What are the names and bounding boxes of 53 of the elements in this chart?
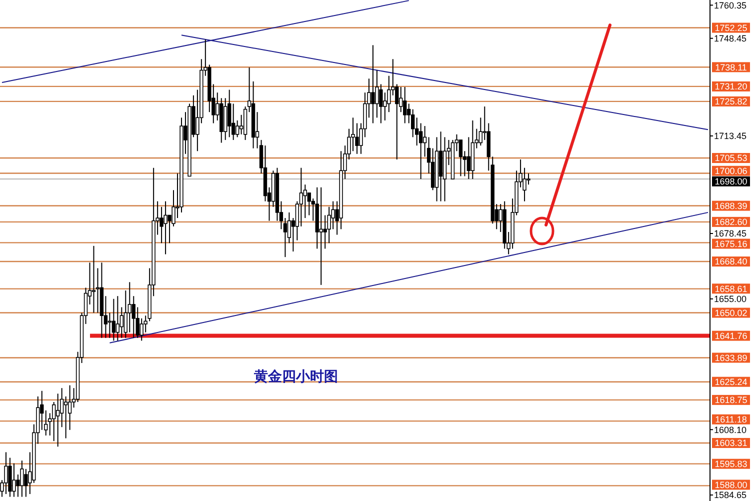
ref-line-label: 1658.61: [714, 284, 748, 294]
ref-line-label: 1595.83: [714, 458, 748, 469]
candlestick: [12, 462, 16, 498]
candlestick: [120, 306, 124, 338]
ref-line-label: 1682.60: [714, 217, 748, 228]
candlestick: [52, 402, 56, 442]
candlestick: [20, 460, 24, 498]
candlestick: [56, 393, 60, 448]
y-tick-label: 1760.35: [714, 0, 747, 10]
ref-line-label: 1725.82: [714, 96, 748, 107]
candlestick: [299, 167, 303, 227]
y-tick-label: 1584.65: [714, 490, 747, 500]
y-tick-label: 1678.45: [714, 228, 747, 239]
ref-line-label: 1731.20: [714, 82, 748, 92]
candlestick: [319, 186, 323, 286]
ref-line-label: 1650.02: [714, 308, 748, 318]
ref-line-label: 1641.76: [714, 330, 748, 341]
ref-line-label: 1588.00: [714, 480, 748, 490]
ref-line-label: 1752.25: [714, 22, 748, 33]
ref-line-label: 1698.00: [714, 176, 748, 187]
y-tick-label: 1655.00: [714, 294, 747, 304]
candlestick: [466, 136, 471, 180]
ref-line-label: 1618.75: [714, 395, 748, 406]
ref-line-label: 1668.40: [714, 256, 748, 267]
candlestick: [116, 296, 120, 342]
candlestick: [235, 120, 240, 138]
y-tick-label: 1748.45: [714, 33, 747, 44]
y-tick-label: 1608.10: [714, 424, 747, 435]
candlestick: [303, 184, 307, 219]
ref-line-label: 1705.53: [714, 153, 748, 164]
candlestick: [403, 86, 407, 124]
ref-line-label: 1675.16: [714, 238, 748, 249]
candlestick: [228, 89, 232, 138]
ref-line-label: 1738.11: [715, 62, 747, 72]
candlestick: [140, 318, 144, 342]
ref-line-label: 1688.39: [714, 200, 748, 211]
candlestick: [92, 245, 96, 314]
ref-line-label: 1633.89: [714, 352, 748, 363]
candlestick: [112, 298, 116, 342]
ref-line-label: 1625.24: [714, 376, 748, 387]
annotation: 黄金四小时图: [253, 369, 338, 385]
candlestick: [136, 306, 140, 338]
candlestick: [4, 452, 8, 495]
ref-line-label: 1700.06: [714, 166, 748, 176]
ref-line-label: 1603.31: [714, 438, 748, 448]
candlestick: [164, 200, 168, 255]
candlestick: [132, 296, 136, 338]
candlestick: [371, 44, 375, 124]
ref-line-label: 1611.18: [715, 414, 747, 425]
y-tick-label: 1713.45: [714, 131, 747, 142]
candlestick: [64, 396, 68, 439]
candlestick: [458, 139, 463, 177]
candlestick: [128, 282, 132, 333]
